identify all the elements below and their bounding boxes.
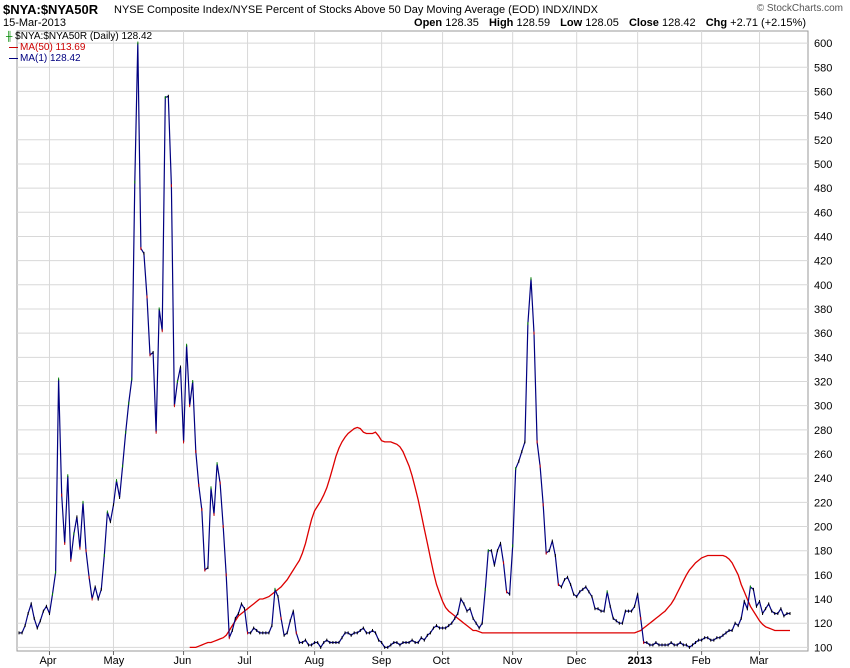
chg-value: +2.71 (+2.15%) [730,17,806,29]
legend-ma50-label: MA(50) 113.69 [20,42,86,53]
data-points [18,41,791,649]
y-tick-label: 420 [814,256,832,268]
x-tick-label: Mar [750,655,769,667]
y-tick-label: 580 [814,62,832,74]
y-tick-label: 520 [814,135,832,147]
x-tick-label: Apr [39,655,56,667]
y-tick-label: 260 [814,449,832,461]
y-tick-label: 500 [814,159,832,171]
ma1-line [19,43,790,649]
y-tick-label: 280 [814,425,832,437]
legend-ma1-swatch [9,57,18,59]
x-tick-label: Jul [238,655,252,667]
y-tick-label: 560 [814,86,832,98]
y-tick-label: 240 [814,473,832,485]
y-tick-label: 220 [814,497,832,509]
y-tick-label: 180 [814,546,832,558]
legend-main-label: $NYA:$NYA50R (Daily) 128.42 [15,31,153,42]
y-tick-label: 300 [814,401,832,413]
y-tick-label: 440 [814,231,832,243]
brand-link[interactable]: © StockCharts.com [756,3,843,14]
ma50-line [189,426,790,649]
chart-date: 15-Mar-2013 [3,17,66,29]
legend-ma50-swatch [9,46,18,48]
x-tick-label: Aug [305,655,325,667]
y-tick-label: 200 [814,522,832,534]
y-tick-label: 140 [814,594,832,606]
y-tick-label: 160 [814,570,832,582]
y-tick-label: 320 [814,376,832,388]
high-value: 128.59 [516,17,551,29]
y-tick-label: 400 [814,280,832,292]
x-axis: Apr May Jun Jul Aug Sep Oct Nov Dec 2013 Feb Mar [39,651,769,667]
open-value: 128.35 [445,17,479,29]
y-tick-label: 460 [814,207,832,219]
chart-symbol: $NYA:$NYA50R [3,2,99,17]
legend-ma1: MA(1) 128.42 [9,53,81,64]
ohlc-readout: Open 128.35 High 128.59 Low 128.05 Close… [414,17,806,29]
high-label: High [488,17,514,29]
chart-description: NYSE Composite Index/NYSE Percent of Sto… [114,4,599,16]
y-tick-label: 540 [814,111,832,123]
close-label: Close [628,17,659,29]
y-tick-label: 480 [814,183,832,195]
legend-main: ╫ $NYA:$NYA50R (Daily) 128.42 [6,31,152,42]
y-axis: 100 120 140 160 180 200 220 240 260 280 300 320 340 3… [814,38,832,654]
close-value: 128.42 [661,17,696,29]
x-tick-label: Feb [692,655,711,667]
low-value: 128.05 [585,17,619,29]
legend-ma1-label: MA(1) 128.42 [20,53,81,64]
chg-label: Chg [705,17,728,29]
y-tick-label: 100 [814,642,832,654]
candle-icon: ╫ [6,31,13,41]
x-tick-label: Nov [503,655,523,667]
y-tick-label: 380 [814,304,832,316]
x-tick-label: 2013 [628,655,652,667]
y-tick-label: 120 [814,618,832,630]
y-tick-label: 340 [814,352,832,364]
y-tick-label: 360 [814,328,832,340]
x-tick-label: Sep [372,655,392,667]
x-tick-label: Oct [433,655,450,667]
legend-ma50: MA(50) 113.69 [9,42,86,53]
x-tick-label: Dec [567,655,587,667]
x-tick-label: May [103,655,124,667]
open-label: Open [414,17,443,29]
x-tick-label: Jun [174,655,192,667]
low-label: Low [560,17,583,29]
y-tick-label: 600 [814,38,832,50]
